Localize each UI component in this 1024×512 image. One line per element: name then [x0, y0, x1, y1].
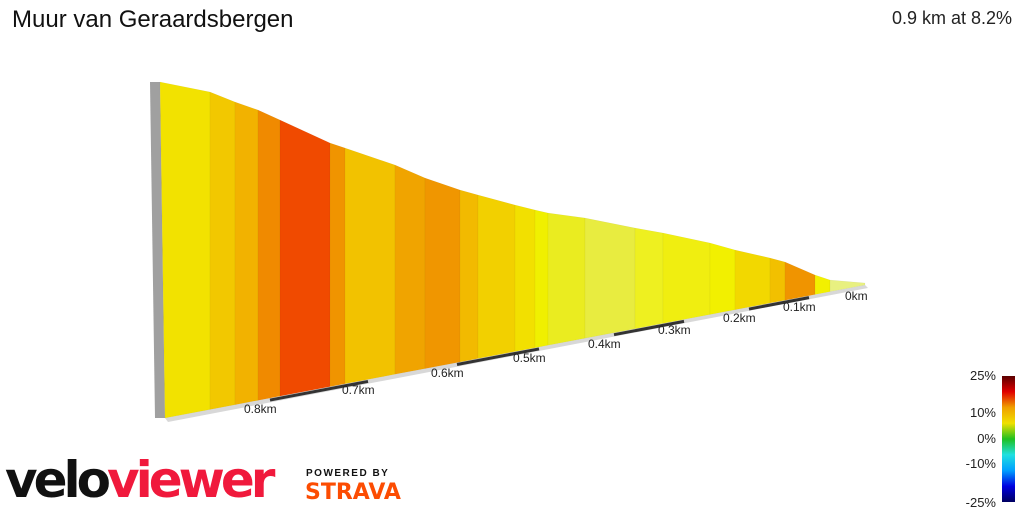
gradient-segment [784, 261, 816, 301]
legend-label: 0% [977, 431, 996, 446]
gradient-segment [662, 232, 711, 324]
gradient-segment [209, 91, 236, 410]
x-tick-label: 0.1km [783, 299, 816, 314]
x-tick-label: 0.6km [431, 366, 464, 381]
x-tick-label: 0.8km [244, 401, 277, 416]
gradient-segment [584, 217, 636, 339]
distance-tick-bar [613, 319, 685, 337]
x-tick-label: 0.4km [588, 336, 621, 351]
gradient-segment [424, 177, 461, 369]
veloviewer-logo[interactable]: veloviewer [5, 450, 275, 510]
logo-viewer: viewer [107, 451, 275, 509]
gradient-segment [234, 101, 259, 406]
x-tick-label: 0.5km [513, 350, 546, 365]
strava-logo[interactable]: STRAVA [305, 480, 401, 505]
x-tick-label: 0.2km [723, 310, 756, 325]
gradient-segment [734, 249, 771, 311]
distance-tick-bar [748, 296, 810, 311]
gradient-segment [159, 81, 211, 419]
logo-velo: velo [5, 451, 111, 509]
gradient-segment [534, 209, 549, 349]
segment-title: Muur van Geraardsbergen [12, 6, 294, 33]
gradient-colorbar [1002, 376, 1015, 502]
gradient-segment [394, 164, 426, 375]
x-tick-label: 0km [845, 288, 868, 303]
gradient-segment [709, 242, 736, 315]
gradient-segment [769, 257, 786, 304]
distance-tick-bar [269, 379, 369, 402]
segment-summary: 0.9 km at 8.2% [891, 8, 1012, 28]
distance-tick-bar [456, 347, 540, 366]
gradient-segment [344, 147, 396, 385]
gradient-segment [829, 279, 866, 292]
powered-by-label: POWERED BY [306, 468, 390, 479]
gradient-segment [257, 109, 281, 401]
gradient-segment [279, 119, 331, 397]
gradient-segment [814, 274, 831, 295]
gradient-segment [459, 189, 479, 363]
x-tick-label: 0.7km [342, 383, 375, 398]
legend-label: 25% [969, 368, 996, 383]
legend-label: 10% [969, 405, 996, 420]
gradient-segment [514, 204, 536, 352]
gradient-segment [634, 227, 664, 330]
legend-label: -25% [965, 495, 996, 510]
gradient-segment [329, 142, 346, 387]
gradient-segment [477, 194, 516, 359]
x-tick-label: 0.3km [658, 323, 691, 338]
gradient-segment [547, 212, 586, 346]
legend-label: -10% [965, 456, 996, 471]
